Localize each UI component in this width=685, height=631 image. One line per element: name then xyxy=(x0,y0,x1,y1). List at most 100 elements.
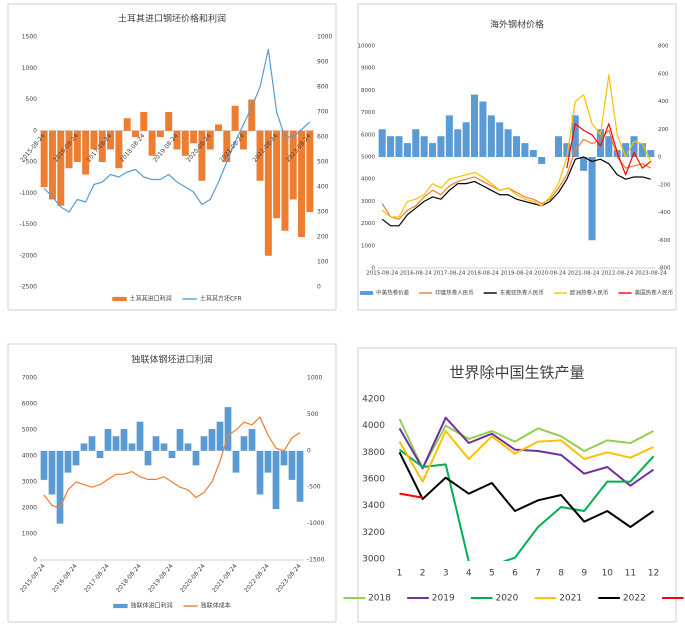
bar xyxy=(198,130,206,181)
bar xyxy=(273,130,281,219)
bar xyxy=(165,112,173,131)
y-tick-label: 1000 xyxy=(22,65,37,72)
bar xyxy=(298,130,306,237)
bar xyxy=(638,143,646,157)
y2-tick-label: -500 xyxy=(307,484,321,491)
x-tick-label: 2021-08-24 xyxy=(568,271,600,277)
bar xyxy=(232,450,240,473)
y2-tick-label: -200 xyxy=(658,182,671,188)
bar xyxy=(208,428,216,451)
bar xyxy=(206,130,214,150)
y2-tick-label: 800 xyxy=(317,84,329,91)
x-tick-label: 2017-08-24 xyxy=(433,271,465,277)
bar xyxy=(563,143,571,157)
bar xyxy=(554,136,562,157)
x-tick-label: 12 xyxy=(648,569,659,579)
y2-tick-label: 700 xyxy=(317,109,329,116)
y-tick-label: 3000 xyxy=(361,199,375,205)
bar xyxy=(90,130,98,150)
bar xyxy=(215,124,223,131)
bar xyxy=(239,130,247,150)
bar xyxy=(112,436,120,451)
y-tick-label: 1500 xyxy=(22,34,37,41)
y2-tick-label: -600 xyxy=(658,238,671,244)
line xyxy=(398,418,654,470)
bar xyxy=(622,143,630,157)
line xyxy=(398,451,655,528)
legend-label: 2019 xyxy=(432,594,455,604)
x-tick-label: 2020-08-24 xyxy=(534,271,566,277)
line xyxy=(399,492,423,499)
legend-label: 2018 xyxy=(368,594,391,604)
bar xyxy=(140,112,148,131)
y-tick-label: 3000 xyxy=(22,479,37,486)
y2-tick-label: 400 xyxy=(317,184,329,191)
bar xyxy=(471,94,479,157)
y2-tick-label: -400 xyxy=(658,210,671,216)
legend-swatch xyxy=(359,291,374,295)
y-tick-label: 6000 xyxy=(22,401,37,408)
bar xyxy=(580,157,588,171)
bar xyxy=(120,428,128,451)
line xyxy=(43,416,301,509)
y2-tick-label: 400 xyxy=(658,99,669,105)
x-tick-label: 8 xyxy=(558,569,564,579)
bar xyxy=(529,150,537,157)
chart-title: 独联体钢坯进口利润 xyxy=(131,354,212,366)
bar xyxy=(504,129,512,157)
bar xyxy=(420,136,428,157)
bar xyxy=(479,101,487,157)
bar xyxy=(437,136,445,157)
x-tick-label: 2016-08-24 xyxy=(400,271,432,277)
y-tick-label: 3600 xyxy=(362,475,385,485)
bar xyxy=(216,421,224,451)
bar xyxy=(144,450,152,466)
bar xyxy=(96,450,104,459)
y-tick-label: 4000 xyxy=(361,177,375,183)
y-tick-label: 0 xyxy=(372,266,376,272)
line xyxy=(381,156,651,227)
bar xyxy=(403,143,411,157)
y-tick-label: 6000 xyxy=(361,132,375,138)
x-tick-label: 10 xyxy=(602,569,614,579)
y-tick-label: 7000 xyxy=(22,375,37,382)
bar xyxy=(256,130,264,181)
bar xyxy=(387,136,395,157)
bar xyxy=(256,450,264,495)
legend-label: 2020 xyxy=(495,594,518,604)
bar xyxy=(445,115,453,157)
bar xyxy=(231,105,239,131)
bar xyxy=(264,130,272,256)
y-tick-label: 0 xyxy=(33,557,37,564)
y2-tick-label: 500 xyxy=(307,411,319,418)
bar xyxy=(378,129,386,157)
y2-tick-label: 800 xyxy=(658,44,669,50)
y-tick-label: 4200 xyxy=(362,395,385,405)
bar xyxy=(176,428,184,451)
y-tick-label: 5000 xyxy=(361,155,375,161)
bar xyxy=(82,130,90,175)
legend-label: 土耳其进口利润 xyxy=(130,295,172,303)
y2-tick-label: 900 xyxy=(317,59,329,66)
y-tick-label: 3000 xyxy=(362,555,385,565)
bar xyxy=(288,450,296,480)
line xyxy=(398,448,655,561)
y-tick-label: 2000 xyxy=(22,505,37,512)
line xyxy=(381,74,652,218)
chart-title: 世界除中国生铁产量 xyxy=(449,364,584,382)
x-tick-label: 2 xyxy=(420,569,426,579)
bar xyxy=(128,443,136,451)
x-tick-label: 2019-08-24 xyxy=(501,271,533,277)
y2-tick-label: 1000 xyxy=(307,375,322,382)
line xyxy=(566,123,652,176)
x-tick-label: 6 xyxy=(512,569,518,579)
bar xyxy=(248,99,256,131)
y2-tick-label: 100 xyxy=(317,259,329,266)
bar xyxy=(136,421,144,451)
x-tick-label: 2022-08-24 xyxy=(601,271,633,277)
bar xyxy=(200,436,208,451)
plot xyxy=(40,407,304,524)
y-tick-label: -1000 xyxy=(20,190,38,197)
legend-label: 印度热卷人民币 xyxy=(435,289,474,297)
legend-label: 中美热卷价差 xyxy=(376,289,410,297)
